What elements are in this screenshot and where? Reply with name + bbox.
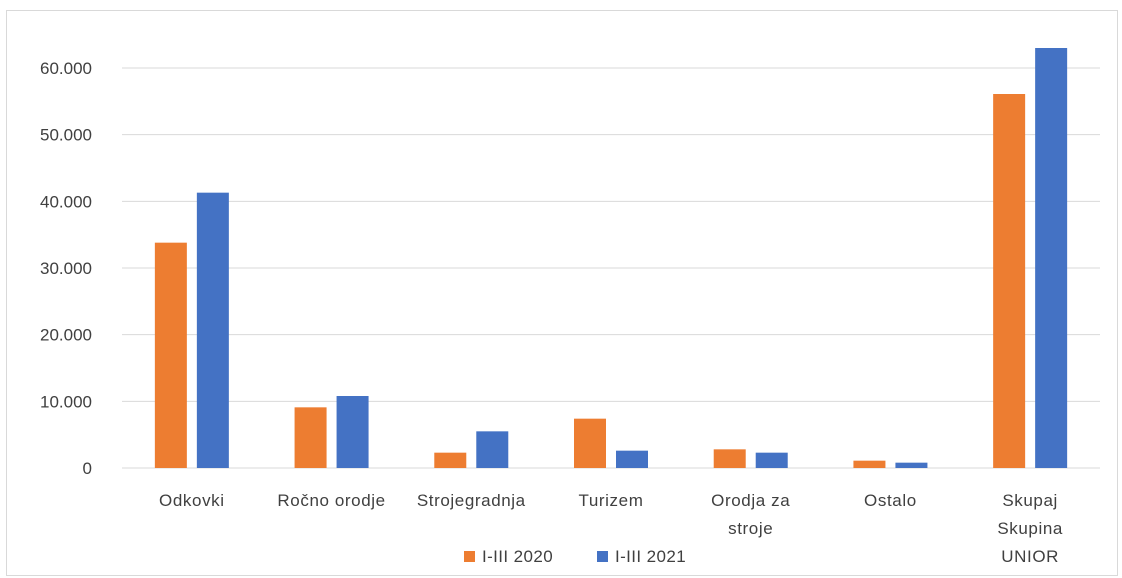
- x-category-line: Turizem: [579, 491, 644, 510]
- x-category-label: Odkovki: [159, 491, 225, 510]
- x-category-line: Skupina: [997, 519, 1063, 538]
- y-tick-label: 40.000: [40, 192, 92, 211]
- x-category-label: Ostalo: [864, 491, 917, 510]
- bar-series-1: [574, 418, 606, 468]
- y-tick-label: 30.000: [40, 259, 92, 278]
- bars: [154, 48, 1068, 468]
- x-category-line: UNIOR: [1001, 547, 1059, 566]
- bar-series-2: [1035, 48, 1068, 468]
- x-category-label: Strojegradnja: [417, 491, 526, 510]
- y-tick-label: 20.000: [40, 326, 92, 345]
- legend: I-III 2020 I-III 2021: [464, 547, 686, 566]
- y-tick-label: 60.000: [40, 59, 92, 78]
- x-category-label: Ročno orodje: [277, 491, 385, 510]
- x-category-line: Strojegradnja: [417, 491, 526, 510]
- bar-series-2: [616, 450, 648, 468]
- bar-series-1: [294, 407, 327, 468]
- bar-series-2: [336, 396, 369, 468]
- gridlines: [122, 67, 1100, 469]
- bar-series-2: [755, 452, 788, 468]
- x-category-line: stroje: [728, 519, 773, 538]
- legend-label: I-III 2021: [615, 547, 686, 566]
- x-category-label: Orodja za stroje: [711, 491, 790, 538]
- bar-series-1: [713, 449, 746, 468]
- bar-series-1: [853, 460, 886, 468]
- y-axis-ticks: 0 10.000 20.000 30.000 40.000 50.000 60.000: [40, 59, 92, 478]
- x-category-line: Skupaj: [1002, 491, 1058, 510]
- x-category-line: Orodja za: [711, 491, 790, 510]
- bar-series-2: [476, 431, 509, 468]
- y-tick-label: 10.000: [40, 392, 92, 411]
- bar-series-1: [154, 242, 187, 468]
- x-category-label: Turizem: [579, 491, 644, 510]
- x-axis-categories: Odkovki Ročno orodje Strojegradnja Turizem O…: [159, 491, 1063, 566]
- y-tick-label: 50.000: [40, 126, 92, 145]
- chart-frame: [6, 10, 1118, 576]
- bar-series-2: [196, 192, 229, 468]
- x-category-label: Skupaj Skupina UNIOR: [997, 491, 1063, 566]
- legend-swatch: [464, 551, 475, 562]
- bar-series-1: [993, 94, 1026, 468]
- x-category-line: Odkovki: [159, 491, 225, 510]
- x-category-line: Ostalo: [864, 491, 917, 510]
- legend-label: I-III 2020: [482, 547, 553, 566]
- legend-swatch: [597, 551, 608, 562]
- x-category-line: Ročno orodje: [277, 491, 385, 510]
- bar-series-2: [895, 462, 928, 468]
- y-tick-label: 0: [83, 459, 92, 478]
- bar-series-1: [434, 452, 467, 468]
